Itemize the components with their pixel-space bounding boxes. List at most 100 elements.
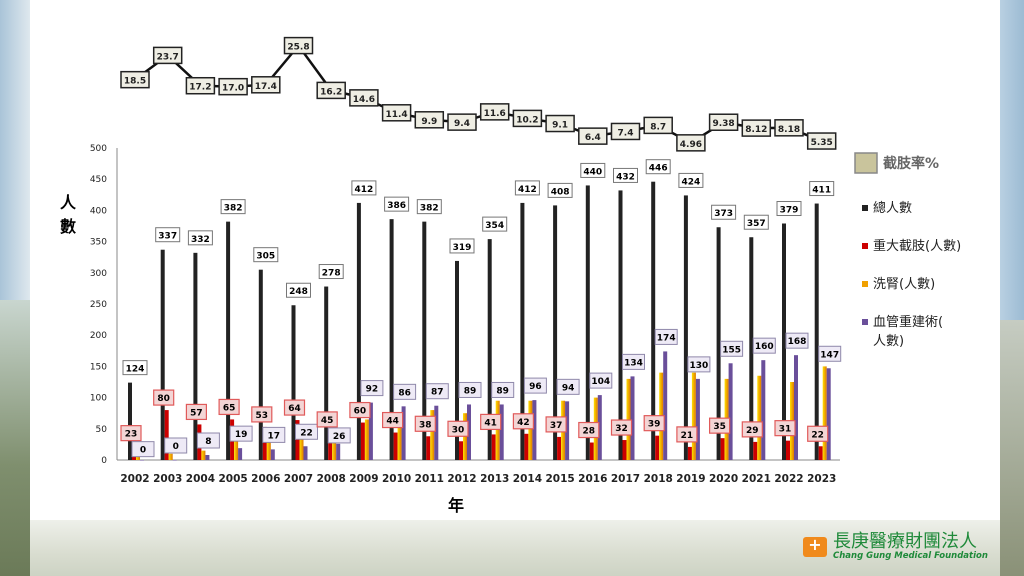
- bar-total: [782, 223, 786, 460]
- label-box-amputation: [153, 389, 175, 406]
- legend-swatch-rate: [854, 152, 878, 174]
- bar-total: [356, 202, 361, 461]
- rate-label-box: [512, 109, 543, 128]
- data-label-amputation: 80: [157, 394, 170, 404]
- data-label-revascularization: 17: [268, 431, 281, 441]
- bar-revascularization: [172, 460, 177, 461]
- data-label-revascularization: 168: [788, 337, 807, 347]
- label-box-total: [220, 199, 246, 215]
- data-label-total: 305: [256, 252, 275, 262]
- label-box-amputation: [480, 413, 502, 431]
- data-label-amputation: 21: [681, 431, 694, 441]
- x-tick-label: 2022: [774, 473, 803, 485]
- rate-data-label: 17.0: [222, 84, 244, 94]
- bar-total: [389, 219, 394, 460]
- rate-data-label: 8.12: [745, 125, 767, 135]
- data-label-total: 408: [551, 187, 570, 197]
- x-tick-label: 2020: [709, 473, 738, 485]
- rate-label-box: [447, 113, 477, 131]
- label-box-revascularization: [785, 332, 809, 349]
- label-box-revascularization: [262, 426, 286, 443]
- data-label-amputation: 29: [746, 426, 759, 436]
- data-label-amputation: 39: [648, 420, 661, 430]
- x-tick-label: 2007: [284, 473, 313, 485]
- rate-label-box: [218, 77, 248, 96]
- bar-dialysis: [397, 413, 402, 460]
- x-tick-label: 2018: [644, 473, 673, 485]
- bar-amputation: [262, 426, 267, 460]
- label-box-amputation: [610, 419, 633, 436]
- bar-amputation: [459, 441, 463, 460]
- bar-amputation: [328, 431, 333, 460]
- legend-label: 重大截肢(人數): [873, 238, 961, 254]
- label-box-revascularization: [393, 383, 417, 400]
- data-label-revascularization: 130: [690, 361, 709, 371]
- bar-total: [422, 221, 427, 460]
- bar-dialysis: [299, 435, 304, 460]
- bar-amputation: [164, 410, 169, 460]
- bar-revascularization: [499, 404, 504, 460]
- bar-dialysis: [757, 375, 762, 460]
- label-box-revascularization: [425, 383, 449, 400]
- rate-label-box: [251, 76, 281, 94]
- data-label-total: 446: [649, 164, 668, 174]
- data-label-total: 332: [191, 235, 210, 245]
- data-label-total: 411: [812, 186, 831, 196]
- label-box-amputation: [774, 420, 796, 437]
- bar-total: [814, 203, 819, 460]
- label-box-revascularization: [622, 353, 645, 370]
- label-box-total: [711, 204, 737, 220]
- data-label-revascularization: 94: [562, 383, 575, 393]
- rate-label-box: [806, 132, 837, 150]
- rate-label-box: [185, 76, 216, 95]
- bar-total: [455, 260, 459, 460]
- data-label-total: 248: [289, 287, 308, 297]
- bar-amputation: [622, 440, 627, 460]
- label-box-revascularization: [327, 427, 351, 444]
- bar-total: [160, 249, 165, 460]
- bar-revascularization: [565, 401, 570, 460]
- label-box-amputation: [676, 426, 698, 443]
- bar-dialysis: [495, 400, 500, 460]
- bar-revascularization: [467, 404, 471, 460]
- bar-revascularization: [826, 368, 831, 460]
- label-box-revascularization: [295, 423, 318, 440]
- data-label-revascularization: 89: [496, 386, 509, 396]
- bar-revascularization: [794, 355, 798, 460]
- legend-label: 總人數: [873, 200, 912, 216]
- rate-data-label: 11.4: [385, 110, 407, 120]
- data-label-amputation: 35: [713, 422, 726, 432]
- x-tick-label: 2013: [480, 473, 509, 485]
- bar-amputation: [557, 436, 562, 460]
- data-label-revascularization: 174: [657, 333, 676, 343]
- bar-total: [618, 190, 623, 460]
- data-label-total: 412: [355, 185, 374, 195]
- data-label-total: 382: [224, 204, 243, 214]
- bar-revascularization: [368, 402, 373, 460]
- bar-amputation: [818, 446, 823, 460]
- rate-data-label: 6.4: [585, 133, 601, 143]
- label-box-amputation: [120, 425, 142, 442]
- data-label-revascularization: 89: [464, 386, 477, 396]
- data-label-revascularization: 87: [431, 388, 444, 398]
- bar-revascularization: [140, 460, 144, 461]
- y-tick-label: 400: [90, 206, 107, 216]
- data-label-total: 319: [453, 243, 472, 253]
- bar-amputation: [589, 442, 594, 460]
- data-label-total: 382: [420, 204, 439, 214]
- bar-total: [749, 237, 754, 460]
- data-label-revascularization: 86: [398, 388, 411, 398]
- label-box-revascularization: [196, 432, 220, 449]
- x-tick-label: 2008: [317, 473, 346, 485]
- rate-data-label: 7.4: [618, 128, 634, 138]
- bar-total: [585, 185, 590, 460]
- y-tick-label: 50: [96, 425, 108, 435]
- bar-dialysis: [822, 366, 827, 460]
- label-box-revascularization: [654, 328, 678, 345]
- data-label-amputation: 45: [321, 416, 334, 426]
- rate-data-label: 10.2: [516, 115, 538, 125]
- label-box-revascularization: [360, 380, 384, 397]
- bar-total: [487, 239, 492, 460]
- bar-dialysis: [201, 450, 206, 460]
- x-tick-label: 2010: [382, 473, 411, 485]
